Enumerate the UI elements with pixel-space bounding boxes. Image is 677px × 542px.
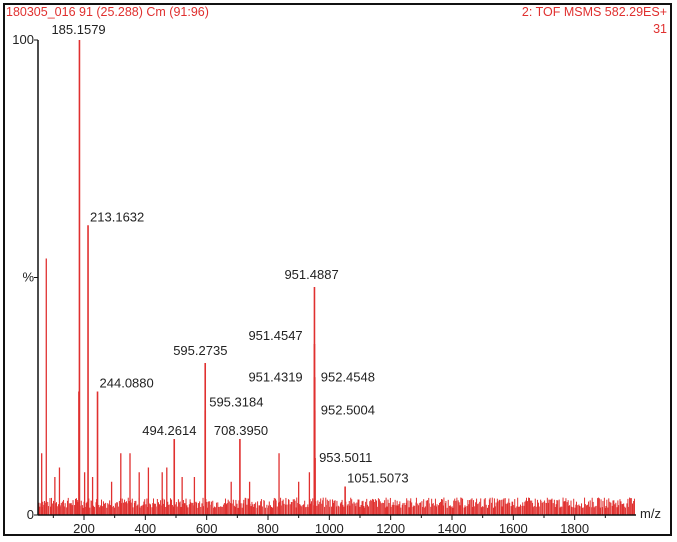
peak-label: 185.1579 bbox=[51, 22, 105, 37]
peaks-layer bbox=[41, 40, 346, 515]
peak-label: 952.4548 bbox=[321, 369, 375, 384]
scan-info-header: 180305_016 91 (25.288) Cm (91:96) bbox=[6, 5, 209, 19]
x-tick-label: 400 bbox=[134, 521, 156, 536]
axes: m/z 200 400 600 800 1000 1200 1400 1600 1800 0% 10… bbox=[12, 32, 661, 536]
experiment-info-header: 2: TOF MSMS 582.29ES+ bbox=[521, 5, 667, 19]
baseline-noise bbox=[38, 497, 635, 515]
x-axis-label: m/z bbox=[640, 506, 661, 521]
x-tick-label: 1000 bbox=[315, 521, 344, 536]
x-tick-label: 200 bbox=[73, 521, 95, 536]
peak-label: 213.1632 bbox=[90, 209, 144, 224]
peak-label: 951.4547 bbox=[248, 328, 302, 343]
spectrum-frame bbox=[3, 3, 672, 536]
peak-label: 595.2735 bbox=[173, 343, 227, 358]
x-tick-label: 1200 bbox=[376, 521, 405, 536]
y-tick-label: 100 bbox=[12, 32, 34, 47]
y-tick-label: % bbox=[22, 270, 34, 285]
peak-label: 951.4319 bbox=[248, 369, 302, 384]
peak-labels: 185.1579 213.1632 244.0880 494.2614 595.2735… bbox=[51, 22, 408, 486]
x-tick-label: 800 bbox=[257, 521, 279, 536]
experiment-info-subheader: 31 bbox=[653, 22, 667, 36]
peak-label: 953.5011 bbox=[319, 450, 372, 465]
peak-label: 951.4887 bbox=[284, 267, 338, 282]
peak-label: 244.0880 bbox=[100, 376, 154, 391]
peak-label: 494.2614 bbox=[142, 423, 196, 438]
x-tick-label: 1400 bbox=[438, 521, 467, 536]
x-tick-label: 1800 bbox=[560, 521, 589, 536]
y-tick-label: 0 bbox=[27, 507, 34, 522]
x-tick-label: 600 bbox=[196, 521, 218, 536]
peak-label: 952.5004 bbox=[321, 403, 375, 418]
x-tick-label: 1600 bbox=[499, 521, 528, 536]
peak-label: 1051.5073 bbox=[347, 471, 408, 486]
peak-label: 595.3184 bbox=[209, 395, 263, 410]
peak-label: 708.3950 bbox=[214, 423, 268, 438]
